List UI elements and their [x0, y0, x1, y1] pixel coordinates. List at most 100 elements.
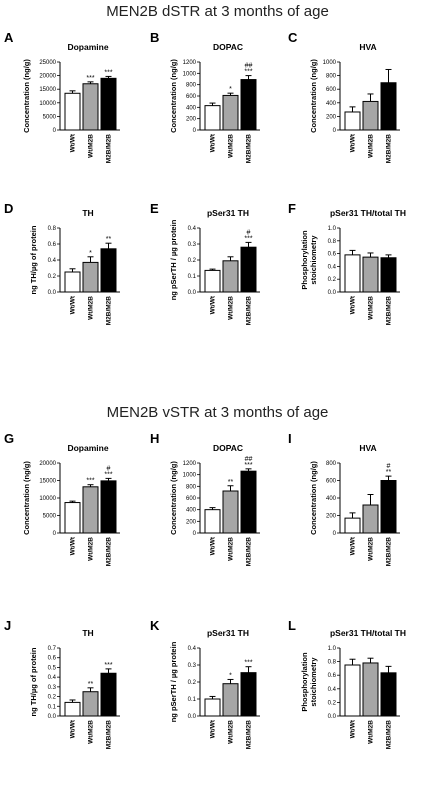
- bar-k-1: [222, 683, 239, 717]
- significance-a-2: ***: [104, 69, 112, 76]
- bar-f-0: [344, 254, 361, 293]
- x-tick-label-i-1: Wt/M2B: [368, 537, 375, 561]
- x-tick-label-i-0: Wt/Wt: [350, 536, 357, 555]
- panel-title-e: pSer31 TH: [207, 208, 249, 218]
- x-tick-label-c-0: Wt/Wt: [350, 133, 357, 152]
- y-tick-label-j-5: 0.5: [48, 665, 57, 671]
- panel-title-l: pSer31 TH/total TH: [330, 628, 406, 638]
- x-tick-label-a-1: Wt/M2B: [88, 134, 95, 158]
- y-tick-label-i-1: 200: [326, 514, 337, 520]
- significance-b-2-1: ***: [244, 69, 252, 76]
- significance-h-1: **: [228, 479, 234, 486]
- bar-l-0: [344, 664, 361, 717]
- x-tick-label-d-0: Wt/Wt: [70, 295, 77, 314]
- y-axis-label-d: ng TH/µg of protein: [29, 225, 38, 294]
- y-tick-label-k-2: 0.2: [188, 680, 197, 686]
- significance-k-1: *: [229, 672, 232, 679]
- y-tick-label-h-5: 1000: [183, 473, 197, 479]
- y-tick-label-d-4: 0.8: [48, 226, 57, 232]
- x-tick-label-h-0: Wt/Wt: [210, 536, 217, 555]
- y-tick-label-c-1: 200: [326, 114, 337, 120]
- y-tick-label-j-7: 0.7: [48, 646, 57, 652]
- y-tick-label-a-1: 5000: [43, 114, 57, 120]
- y-tick-label-b-0: 0: [193, 128, 197, 134]
- bar-a-2: [100, 77, 117, 131]
- figure-title-vstr: MEN2B vSTR at 3 months of age: [106, 404, 329, 421]
- bar-d-2: [100, 248, 117, 293]
- bar-h-1: [222, 490, 239, 534]
- bar-h-2: [240, 470, 257, 534]
- bar-k-2: [240, 672, 257, 717]
- significance-e-2-1: ***: [244, 235, 252, 242]
- panel-title-g: Dopamine: [67, 443, 108, 453]
- x-tick-label-e-0: Wt/Wt: [210, 295, 217, 314]
- x-tick-label-g-2: M2B/M2B: [106, 537, 113, 567]
- x-tick-label-f-2: M2B/M2B: [386, 296, 393, 326]
- y-axis-label-e: ng pSerTH / µg protein: [169, 219, 178, 300]
- bar-a-1: [82, 83, 99, 131]
- significance-g-1: ***: [86, 478, 94, 485]
- significance-g-2-1: ***: [104, 471, 112, 478]
- bar-g-2: [100, 480, 117, 534]
- y-axis-label-j: ng TH/µg of protein: [29, 647, 38, 716]
- y-tick-label-e-2: 0.2: [188, 258, 197, 264]
- significance-j-2: ***: [104, 662, 112, 669]
- y-tick-label-g-2: 10000: [39, 496, 56, 502]
- y-tick-label-l-4: 0.8: [328, 660, 337, 666]
- significance-b-1: *: [229, 86, 232, 93]
- bar-b-0: [204, 105, 221, 131]
- x-tick-label-d-1: Wt/M2B: [88, 296, 95, 320]
- bar-e-0: [204, 269, 221, 293]
- y-tick-label-j-4: 0.4: [48, 675, 57, 681]
- panel-label-f: F: [288, 201, 296, 216]
- y-tick-label-e-1: 0.1: [188, 274, 197, 280]
- panel-label-j: J: [4, 618, 11, 633]
- x-tick-label-b-1: Wt/M2B: [228, 134, 235, 158]
- y-tick-label-d-0: 0.0: [48, 290, 57, 296]
- y-tick-label-h-0: 0: [193, 531, 197, 537]
- y-axis-label-c: Concentration (ng/g): [309, 59, 318, 133]
- y-tick-label-b-4: 800: [186, 83, 197, 89]
- significance-a-1: ***: [86, 75, 94, 82]
- x-tick-label-k-2: M2B/M2B: [246, 720, 253, 750]
- x-tick-label-f-1: Wt/M2B: [368, 296, 375, 320]
- y-axis-label-a: Concentration (ng/g): [22, 59, 31, 133]
- y-tick-label-b-6: 1200: [183, 60, 197, 66]
- y-tick-label-f-4: 0.8: [328, 239, 337, 245]
- y-tick-label-e-3: 0.3: [188, 242, 197, 248]
- x-tick-label-j-2: M2B/M2B: [106, 720, 113, 750]
- y-tick-label-k-4: 0.4: [188, 646, 197, 652]
- y-tick-label-b-5: 1000: [183, 71, 197, 77]
- bar-j-0: [64, 701, 81, 717]
- y-axis-label-i: Concentration (ng/g): [309, 461, 318, 535]
- bar-c-0: [344, 111, 361, 131]
- y-tick-label-g-4: 20000: [39, 461, 56, 467]
- x-tick-label-h-1: Wt/M2B: [228, 537, 235, 561]
- y-tick-label-l-1: 0.2: [328, 700, 337, 706]
- y-tick-label-c-0: 0: [333, 128, 337, 134]
- bar-b-1: [222, 94, 239, 131]
- significance-b-2-0: ##: [245, 63, 253, 70]
- panel-title-c: HVA: [359, 42, 376, 52]
- y-tick-label-l-2: 0.4: [328, 687, 337, 693]
- significance-h-2-0: ##: [245, 456, 253, 463]
- panel-label-l: L: [288, 618, 296, 633]
- panel-title-d: TH: [82, 208, 93, 218]
- significance-i-2-1: **: [386, 469, 392, 476]
- y-tick-label-j-1: 0.1: [48, 704, 57, 710]
- y-tick-label-h-4: 800: [186, 484, 197, 490]
- y-tick-label-e-4: 0.4: [188, 226, 197, 232]
- y-tick-label-k-3: 0.3: [188, 663, 197, 669]
- significance-d-2: **: [106, 236, 112, 243]
- y-tick-label-e-0: 0.0: [188, 290, 197, 296]
- y-tick-label-d-1: 0.2: [48, 274, 57, 280]
- x-tick-label-e-1: Wt/M2B: [228, 296, 235, 320]
- bar-k-0: [204, 698, 221, 717]
- panel-title-k: pSer31 TH: [207, 628, 249, 638]
- y-tick-label-h-6: 1200: [183, 461, 197, 467]
- y-tick-label-k-1: 0.1: [188, 697, 197, 703]
- bar-b-2: [240, 79, 257, 131]
- x-tick-label-d-2: M2B/M2B: [106, 296, 113, 326]
- x-tick-label-e-2: M2B/M2B: [246, 296, 253, 326]
- significance-g-2-0: #: [107, 465, 111, 472]
